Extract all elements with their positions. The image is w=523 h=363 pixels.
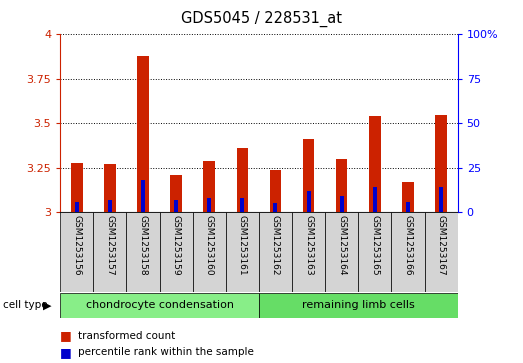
Bar <box>435 115 447 212</box>
Bar <box>306 191 311 212</box>
Bar <box>192 212 226 292</box>
Bar <box>174 200 178 212</box>
Text: chondrocyte condensation: chondrocyte condensation <box>86 300 233 310</box>
Text: remaining limb cells: remaining limb cells <box>302 300 415 310</box>
Text: GSM1253164: GSM1253164 <box>337 215 346 275</box>
Text: GSM1253158: GSM1253158 <box>139 215 147 276</box>
Bar <box>137 56 149 212</box>
Text: GDS5045 / 228531_at: GDS5045 / 228531_at <box>181 11 342 27</box>
Bar <box>439 187 443 212</box>
Bar <box>203 161 215 212</box>
Bar <box>259 293 458 318</box>
Bar <box>369 116 381 212</box>
Bar <box>340 196 344 212</box>
Bar <box>373 187 377 212</box>
Bar <box>358 212 391 292</box>
Bar <box>336 159 347 212</box>
Bar <box>325 212 358 292</box>
Bar <box>60 293 259 318</box>
Bar <box>274 204 277 212</box>
Text: GSM1253156: GSM1253156 <box>72 215 81 276</box>
Bar <box>259 212 292 292</box>
Bar <box>425 212 458 292</box>
Bar <box>226 212 259 292</box>
Text: ▶: ▶ <box>43 300 51 310</box>
Bar <box>303 139 314 212</box>
Bar <box>170 175 182 212</box>
Bar <box>160 212 192 292</box>
Bar <box>71 163 83 212</box>
Text: transformed count: transformed count <box>78 331 176 341</box>
Text: GSM1253167: GSM1253167 <box>437 215 446 276</box>
Bar <box>391 212 425 292</box>
Text: cell type: cell type <box>3 300 47 310</box>
Text: percentile rank within the sample: percentile rank within the sample <box>78 347 254 357</box>
Text: GSM1253161: GSM1253161 <box>238 215 247 276</box>
Text: GSM1253159: GSM1253159 <box>172 215 180 276</box>
Text: GSM1253166: GSM1253166 <box>403 215 413 276</box>
Bar <box>127 212 160 292</box>
Bar <box>75 202 78 212</box>
Text: GSM1253157: GSM1253157 <box>105 215 115 276</box>
Bar <box>292 212 325 292</box>
Text: GSM1253160: GSM1253160 <box>204 215 214 276</box>
Bar <box>236 148 248 212</box>
Bar <box>108 200 112 212</box>
Text: GSM1253165: GSM1253165 <box>370 215 379 276</box>
Text: ■: ■ <box>60 346 72 359</box>
Bar <box>241 198 244 212</box>
Text: GSM1253163: GSM1253163 <box>304 215 313 276</box>
Bar <box>402 182 414 212</box>
Bar <box>406 202 410 212</box>
Bar <box>60 212 93 292</box>
Bar <box>270 170 281 212</box>
Bar <box>141 180 145 212</box>
Bar <box>207 198 211 212</box>
Text: ■: ■ <box>60 329 72 342</box>
Bar <box>104 164 116 212</box>
Bar <box>93 212 127 292</box>
Text: GSM1253162: GSM1253162 <box>271 215 280 275</box>
